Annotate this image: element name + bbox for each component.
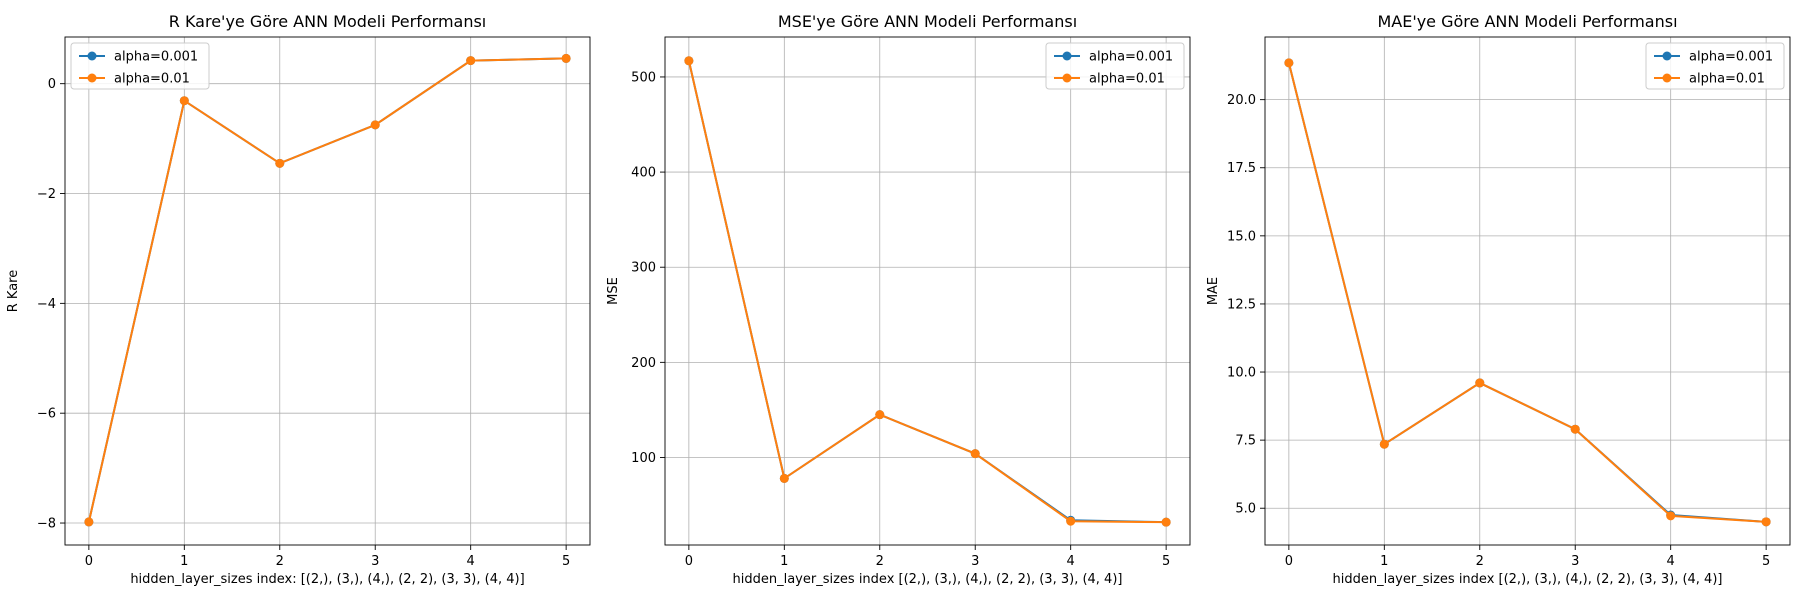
data-point: [370, 120, 380, 130]
data-point: [779, 473, 789, 483]
legend-swatch-marker: [87, 73, 97, 83]
series-line-2: [87, 57, 567, 523]
y-tick-label: 17.5: [1227, 161, 1256, 176]
x-tick-label: 2: [876, 554, 884, 569]
y-axis-label: MAE: [1206, 277, 1221, 305]
y-tick-label: 12.5: [1227, 297, 1256, 312]
legend-swatch-marker: [1662, 51, 1672, 61]
x-tick-label: 2: [276, 554, 284, 569]
data-point: [179, 96, 189, 106]
x-axis-label: hidden_layer_sizes index [(2,), (3,), (4…: [1333, 572, 1723, 587]
y-tick-label: 300: [631, 261, 656, 276]
x-tick-label: 2: [1476, 554, 1484, 569]
legend-label: alpha=0.001: [114, 50, 198, 65]
data-point: [1379, 439, 1389, 449]
y-tick-label: −8: [37, 517, 56, 532]
x-axis-label: hidden_layer_sizes index [(2,), (3,), (4…: [733, 572, 1123, 587]
legend-box: [1645, 42, 1785, 90]
y-tick-label: 20.0: [1227, 93, 1256, 108]
series-line-2: [687, 60, 1167, 524]
y-tick-label: 5.0: [1235, 502, 1256, 517]
y-tick-label: 200: [631, 356, 656, 371]
legend-swatch-marker: [1662, 73, 1672, 83]
y-tick-label: 0: [48, 77, 56, 92]
x-tick-label: 1: [180, 554, 188, 569]
data-point: [1161, 517, 1171, 527]
x-tick-label: 0: [85, 554, 93, 569]
data-point: [466, 56, 476, 66]
plot-area: [64, 36, 591, 546]
data-point: [970, 449, 980, 459]
legend-label: alpha=0.001: [1089, 50, 1173, 65]
legend: alpha=0.001 alpha=0.01: [1045, 42, 1185, 90]
x-tick-label: 3: [971, 554, 979, 569]
legend-label: alpha=0.01: [1689, 72, 1765, 87]
plot-area: [1264, 36, 1791, 546]
x-tick-label: 4: [467, 554, 475, 569]
data-point: [875, 410, 885, 420]
x-tick-label: 4: [1667, 554, 1675, 569]
data-point: [1761, 517, 1771, 527]
chart-title: R Kare'ye Göre ANN Modeli Performansı: [169, 12, 487, 31]
x-tick-label: 0: [685, 554, 693, 569]
legend-label: alpha=0.001: [1689, 50, 1773, 65]
y-tick-label: 100: [631, 451, 656, 466]
y-tick-label: −2: [37, 187, 56, 202]
chart-panel-3: 0 1 2 3 4 5 5.0 7.5 10.0 12.5 15.0 17.5 20.0 MAE'ye G…: [1206, 12, 1791, 587]
x-tick-label: 5: [562, 554, 570, 569]
data-point: [275, 158, 285, 168]
legend-swatch-marker: [1062, 73, 1072, 83]
chart-panel-1: 0 1 2 3 4 5 0 −2 −4 −6 −8 R Kare'ye Göre ANN Modeli…: [6, 12, 591, 587]
y-tick-label: 400: [631, 166, 656, 181]
legend-swatch-marker: [87, 51, 97, 61]
x-tick-label: 4: [1067, 554, 1075, 569]
y-axis-label: MSE: [606, 277, 621, 305]
data-point: [1284, 58, 1294, 68]
data-point: [1475, 378, 1485, 388]
data-point: [1570, 424, 1580, 434]
legend-label: alpha=0.01: [114, 72, 190, 87]
x-tick-label: 0: [1285, 554, 1293, 569]
series-line-1: [687, 60, 1167, 524]
y-tick-label: 15.0: [1227, 229, 1256, 244]
x-tick-label: 5: [1162, 554, 1170, 569]
chart-title: MSE'ye Göre ANN Modeli Performansı: [778, 12, 1077, 31]
chart-title: MAE'ye Göre ANN Modeli Performansı: [1377, 12, 1677, 31]
x-tick-label: 1: [780, 554, 788, 569]
x-tick-label: 5: [1762, 554, 1770, 569]
legend-box: [1045, 42, 1185, 90]
data-point: [1666, 511, 1676, 521]
legend: alpha=0.001 alpha=0.01: [70, 42, 210, 90]
legend: alpha=0.001 alpha=0.01: [1645, 42, 1785, 90]
y-tick-label: 7.5: [1235, 434, 1256, 449]
chart-panel-2: 0 1 2 3 4 5 100 200 300 400 500 MSE'ye Göre ANN Mod…: [606, 12, 1191, 587]
y-axis-label: R Kare: [6, 270, 21, 313]
data-point: [1066, 516, 1076, 526]
plot-area: [664, 36, 1191, 546]
data-point: [561, 53, 571, 63]
data-point: [684, 56, 694, 66]
x-axis-label: hidden_layer_sizes index: [(2,), (3,), (…: [130, 572, 524, 587]
data-point: [84, 517, 94, 527]
legend-swatch-marker: [1062, 51, 1072, 61]
series-line-1: [1287, 62, 1767, 523]
legend-label: alpha=0.01: [1089, 72, 1165, 87]
x-tick-label: 1: [1380, 554, 1388, 569]
y-tick-label: 10.0: [1227, 366, 1256, 381]
legend-box: [70, 42, 210, 90]
y-tick-label: −4: [37, 297, 56, 312]
x-tick-label: 3: [1571, 554, 1579, 569]
series-line-1: [87, 57, 567, 523]
y-tick-label: −6: [37, 407, 56, 422]
series-line-2: [1287, 62, 1767, 523]
y-tick-label: 500: [631, 70, 656, 85]
x-tick-label: 3: [371, 554, 379, 569]
